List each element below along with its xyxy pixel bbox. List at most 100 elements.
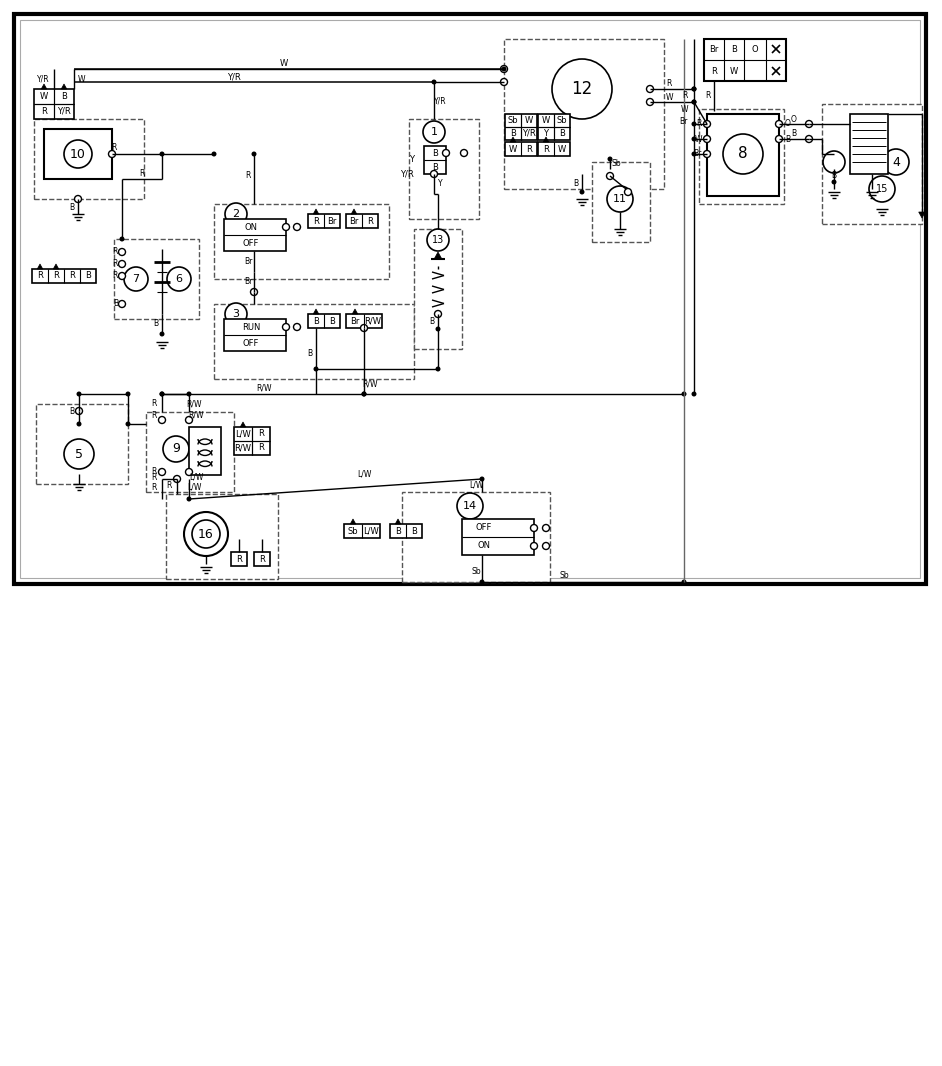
Text: Y/R: Y/R bbox=[227, 72, 241, 81]
Circle shape bbox=[159, 332, 165, 337]
Text: B: B bbox=[395, 527, 401, 535]
Circle shape bbox=[431, 80, 436, 84]
Text: B: B bbox=[731, 45, 737, 53]
Circle shape bbox=[283, 224, 289, 230]
Text: B: B bbox=[510, 129, 516, 138]
Circle shape bbox=[124, 266, 148, 291]
Circle shape bbox=[479, 477, 484, 482]
Circle shape bbox=[775, 135, 783, 143]
Text: Y/R: Y/R bbox=[433, 97, 447, 106]
Circle shape bbox=[159, 391, 165, 397]
Bar bbox=[214, 304, 414, 379]
Text: Br: Br bbox=[244, 257, 252, 265]
Circle shape bbox=[294, 323, 300, 330]
Circle shape bbox=[607, 165, 613, 173]
Circle shape bbox=[64, 439, 94, 469]
Circle shape bbox=[704, 135, 710, 143]
Text: Br: Br bbox=[693, 149, 702, 159]
Text: Sb: Sb bbox=[560, 571, 569, 581]
Text: Sb: Sb bbox=[471, 566, 480, 576]
Text: 4: 4 bbox=[892, 156, 900, 168]
Text: R/W: R/W bbox=[187, 400, 202, 408]
Circle shape bbox=[443, 149, 449, 157]
Circle shape bbox=[723, 134, 763, 174]
Circle shape bbox=[500, 65, 508, 72]
Text: 6: 6 bbox=[175, 274, 183, 284]
Text: W: W bbox=[525, 116, 533, 125]
Polygon shape bbox=[511, 138, 516, 142]
Text: B: B bbox=[432, 148, 438, 158]
Circle shape bbox=[646, 85, 654, 93]
Circle shape bbox=[64, 140, 92, 168]
Polygon shape bbox=[314, 209, 318, 214]
Polygon shape bbox=[918, 212, 925, 219]
Text: 1: 1 bbox=[430, 127, 437, 138]
Text: R: R bbox=[367, 216, 373, 226]
Bar bbox=[308, 214, 340, 228]
Circle shape bbox=[457, 492, 483, 519]
Text: Sb: Sb bbox=[348, 527, 358, 535]
Polygon shape bbox=[351, 209, 357, 214]
Circle shape bbox=[430, 171, 437, 178]
Circle shape bbox=[74, 195, 82, 203]
Text: L/W: L/W bbox=[236, 430, 251, 438]
Circle shape bbox=[167, 266, 191, 291]
Bar bbox=[409, 119, 479, 219]
Circle shape bbox=[543, 524, 549, 532]
Bar bbox=[224, 219, 286, 251]
Text: B: B bbox=[574, 179, 578, 189]
Text: R: R bbox=[543, 145, 549, 154]
Bar bbox=[20, 20, 920, 578]
Text: 10: 10 bbox=[70, 147, 86, 161]
Bar bbox=[850, 114, 888, 174]
Circle shape bbox=[158, 468, 166, 475]
Text: 7: 7 bbox=[133, 274, 139, 284]
Bar bbox=[414, 229, 462, 349]
Bar bbox=[34, 119, 144, 199]
Text: Sb: Sb bbox=[508, 116, 518, 125]
Circle shape bbox=[251, 289, 257, 295]
Circle shape bbox=[530, 524, 538, 532]
Text: B: B bbox=[785, 134, 790, 144]
Bar bbox=[504, 39, 664, 189]
Text: Br: Br bbox=[709, 45, 719, 53]
Text: 12: 12 bbox=[572, 80, 593, 98]
Polygon shape bbox=[434, 252, 442, 259]
Bar bbox=[344, 524, 380, 538]
Circle shape bbox=[691, 391, 696, 397]
Text: R: R bbox=[152, 400, 157, 408]
Text: L/W: L/W bbox=[187, 483, 202, 491]
Text: R: R bbox=[139, 169, 145, 178]
Circle shape bbox=[434, 310, 442, 318]
Circle shape bbox=[225, 303, 247, 325]
Text: R: R bbox=[152, 410, 157, 420]
Circle shape bbox=[435, 367, 441, 371]
Text: OFF: OFF bbox=[476, 523, 492, 533]
Bar bbox=[189, 427, 221, 475]
Circle shape bbox=[76, 421, 82, 426]
Circle shape bbox=[608, 157, 612, 162]
Circle shape bbox=[704, 150, 710, 158]
Polygon shape bbox=[61, 84, 67, 88]
Circle shape bbox=[681, 580, 687, 584]
Text: R: R bbox=[258, 443, 264, 452]
Circle shape bbox=[173, 475, 181, 483]
Text: B: B bbox=[61, 92, 67, 101]
Circle shape bbox=[423, 122, 445, 143]
Circle shape bbox=[607, 173, 613, 179]
Circle shape bbox=[362, 391, 366, 397]
Bar bbox=[114, 239, 199, 319]
Text: R: R bbox=[236, 554, 242, 564]
Text: 9: 9 bbox=[172, 442, 180, 455]
Text: R/W: R/W bbox=[188, 410, 203, 420]
Text: Br: Br bbox=[244, 277, 252, 287]
Text: 8: 8 bbox=[739, 146, 748, 162]
Circle shape bbox=[691, 122, 696, 127]
Text: R/W: R/W bbox=[235, 443, 252, 452]
Bar bbox=[699, 109, 784, 204]
Text: B: B bbox=[432, 162, 438, 172]
Text: R: R bbox=[152, 468, 157, 477]
Circle shape bbox=[314, 367, 318, 371]
Text: L/W: L/W bbox=[357, 469, 371, 479]
Text: OFF: OFF bbox=[243, 339, 259, 348]
